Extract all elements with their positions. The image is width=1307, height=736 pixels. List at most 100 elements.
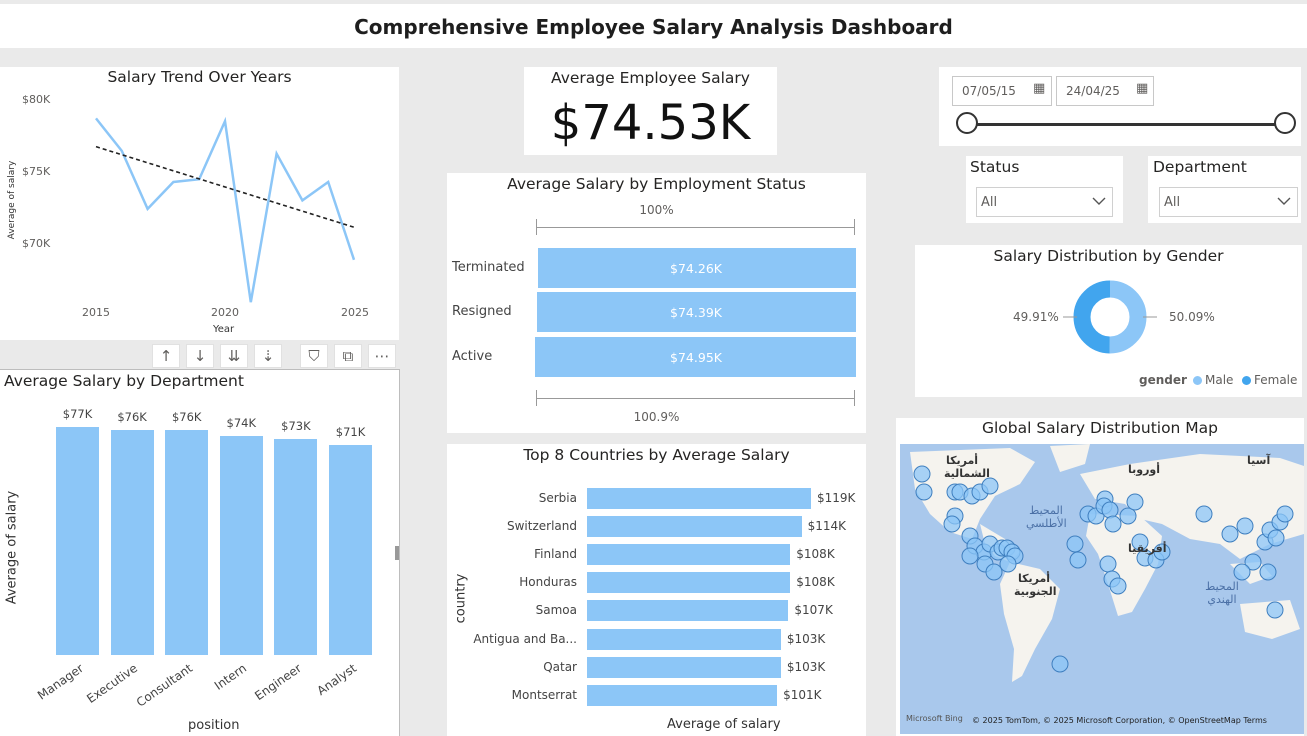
department-data-label: $77K <box>62 407 93 421</box>
legend-female-label[interactable]: Female <box>1254 373 1298 387</box>
gender-card[interactable]: Salary Distribution by Gender 49.91% 50.… <box>915 245 1302 397</box>
map-bubble <box>1153 543 1171 561</box>
department-dropdown[interactable]: All <box>1159 187 1298 217</box>
filter-icon[interactable]: ⛉ <box>300 344 328 368</box>
map-bubble <box>1069 551 1087 569</box>
expand-hierarchy-button[interactable]: ⇣ <box>254 344 282 368</box>
department-bar <box>219 435 263 655</box>
department-bar <box>165 429 209 655</box>
date-slicer[interactable]: 07/05/15 ▦ 24/04/25 ▦ <box>939 67 1301 146</box>
gender-right-pct: 50.09% <box>1169 310 1215 324</box>
map-card[interactable]: Global Salary Distribution Map أمريكا ال… <box>896 418 1304 736</box>
department-data-label: $76K <box>117 409 147 424</box>
chevron-down-icon[interactable] <box>1092 197 1106 206</box>
status-data-label: $74.39K <box>670 305 722 320</box>
status-plot: $74.26K Terminated $74.39K Resigned $74.95K A… <box>447 173 866 433</box>
map-bubble <box>999 555 1017 573</box>
status-category-label: Terminated <box>452 260 525 275</box>
gender-legend-title: gender <box>1139 373 1187 387</box>
map-bubble <box>1066 535 1084 553</box>
more-options-icon[interactable]: ⋯ <box>368 344 396 368</box>
chevron-down-icon[interactable] <box>1277 197 1291 206</box>
slider-handle-end[interactable] <box>1274 112 1296 134</box>
country-bar <box>587 600 789 622</box>
map-bubble <box>1131 533 1149 551</box>
status-dropdown[interactable]: All <box>976 187 1113 217</box>
status-filter-label: Status <box>970 158 1020 176</box>
start-date-input[interactable]: 07/05/15 ▦ <box>952 76 1052 106</box>
country-category-label: Samoa <box>535 603 577 618</box>
status-data-label: $74.26K <box>670 261 722 276</box>
department-category-label: Engineer <box>252 661 304 704</box>
country-data-label: $114K <box>807 519 846 534</box>
department-bar <box>110 429 154 655</box>
sort-ascending-button[interactable]: ↑ <box>152 344 180 368</box>
country-data-label: $103K <box>786 631 826 646</box>
map-bubble <box>1101 501 1119 519</box>
department-bar <box>274 438 318 655</box>
map-bubble <box>1104 515 1122 533</box>
department-dropdown-value: All <box>1164 195 1181 210</box>
department-category-label: Consultant <box>133 661 195 710</box>
department-bar <box>329 444 372 655</box>
status-axis-tick <box>536 390 537 406</box>
map-bubble <box>1244 553 1262 571</box>
salary-trend-card[interactable]: Salary Trend Over Years $80K $75K $70K 2… <box>0 67 399 340</box>
employment-status-title: Average Salary by Employment Status <box>507 175 806 193</box>
map-bubble <box>1236 517 1254 535</box>
calendar-icon[interactable]: ▦ <box>1136 81 1149 96</box>
country-category-label: Montserrat <box>511 687 577 702</box>
department-chart-card[interactable]: Average Salary by Department Average of … <box>0 369 400 736</box>
focus-mode-icon[interactable]: ⧉ <box>334 344 362 368</box>
map-bubble <box>961 547 979 565</box>
country-bar <box>587 488 811 509</box>
country-data-label: $119K <box>817 491 856 505</box>
map-bubble <box>1119 507 1137 525</box>
countries-chart-card[interactable]: Top 8 Countries by Average Salary countr… <box>447 444 866 736</box>
drill-down-button[interactable]: ⇊ <box>220 344 248 368</box>
map-title: Global Salary Distribution Map <box>981 419 1219 437</box>
country-data-label: $108K <box>796 547 835 562</box>
map-bubble <box>1109 577 1127 595</box>
trend-line <box>95 145 355 229</box>
trend-x-tick: 2020 <box>211 306 239 319</box>
map-bubble <box>1099 555 1117 573</box>
kpi-card[interactable]: Average Employee Salary $74.53K <box>524 67 777 155</box>
map-bubble <box>1267 529 1285 547</box>
department-filter[interactable]: Department All <box>1148 156 1301 223</box>
resize-handle[interactable] <box>395 546 399 560</box>
status-category-label: Resigned <box>452 304 512 319</box>
status-bar <box>534 337 856 377</box>
bing-logo: Microsoft Bing <box>906 714 963 723</box>
legend-male-swatch <box>1193 376 1202 385</box>
country-data-label: $103K <box>786 659 826 674</box>
department-bar <box>56 427 99 655</box>
status-dropdown-value: All <box>981 195 998 210</box>
dashboard-header: Comprehensive Employee Salary Analysis D… <box>0 4 1307 48</box>
slider-handle-start[interactable] <box>956 112 978 134</box>
status-bar <box>537 248 856 288</box>
status-filter[interactable]: Status All <box>966 156 1123 223</box>
calendar-icon[interactable]: ▦ <box>1033 81 1046 96</box>
status-axis-tick <box>536 219 537 235</box>
trend-series-line <box>95 116 356 303</box>
world-map[interactable] <box>900 444 1304 734</box>
slider-track[interactable] <box>967 123 1285 126</box>
end-date-input[interactable]: 24/04/25 ▦ <box>1056 76 1154 106</box>
status-bottom-axis <box>536 398 855 399</box>
map-label-asia: آسيا <box>1247 454 1271 467</box>
gender-left-pct: 49.91% <box>1013 310 1059 324</box>
status-top-axis-label: 100% <box>639 203 674 217</box>
sort-descending-button[interactable]: ↓ <box>186 344 214 368</box>
employment-status-card[interactable]: Average Salary by Employment Status 100%… <box>447 173 866 433</box>
country-data-label: $108K <box>796 575 835 590</box>
trend-x-tick: 2015 <box>82 306 110 319</box>
legend-male-label[interactable]: Male <box>1205 373 1234 387</box>
countries-chart-title: Top 8 Countries by Average Salary <box>523 446 790 464</box>
start-date-value: 07/05/15 <box>962 84 1016 98</box>
map-attribution[interactable]: © 2025 TomTom, © 2025 Microsoft Corporat… <box>972 716 1267 725</box>
map-label-indian-ocean: المحيط الهندي <box>1205 580 1239 606</box>
kpi-value: $74.53K <box>550 95 751 151</box>
status-bar <box>537 292 856 332</box>
countries-x-axis-label: Average of salary <box>667 717 781 732</box>
